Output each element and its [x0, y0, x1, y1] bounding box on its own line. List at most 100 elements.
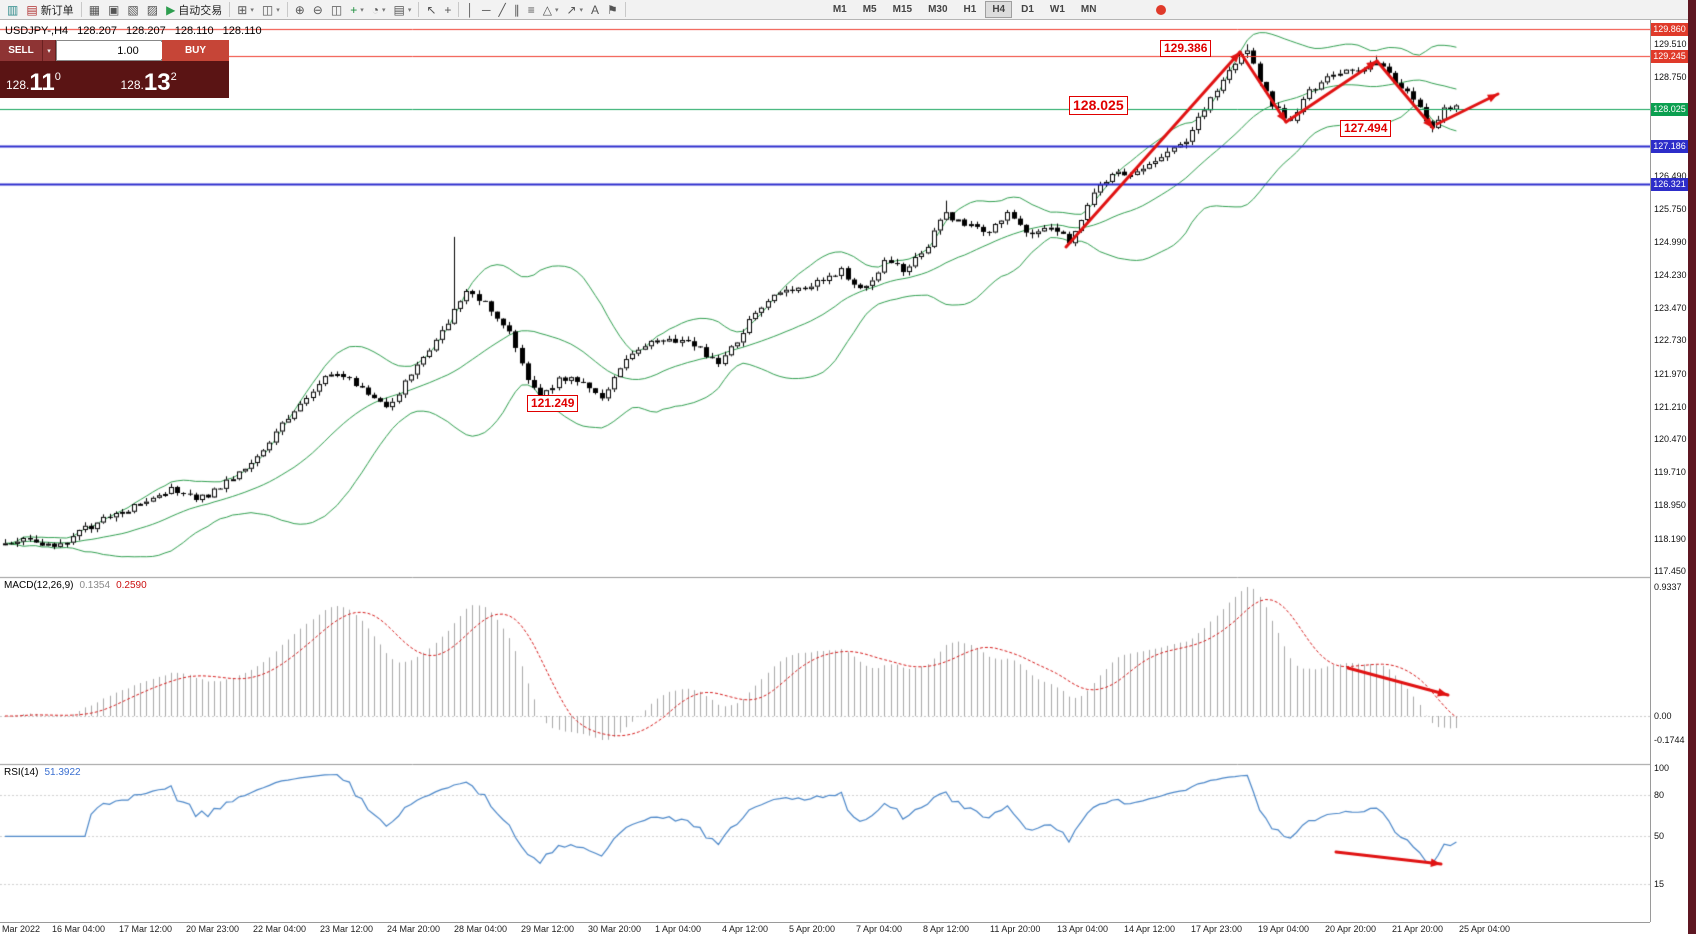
horizontal-line-icon[interactable]: ─: [478, 1, 495, 19]
templates-icon: ▤: [393, 2, 405, 17]
price-axis-tick: 129.510: [1654, 39, 1687, 50]
buy-button[interactable]: BUY: [162, 40, 229, 61]
symbol-chart-icon[interactable]: ▥: [3, 1, 22, 19]
zoom-in-icon[interactable]: ⊕: [291, 1, 309, 19]
toolbar-separator: [418, 2, 420, 17]
horizontal-line-icon: ─: [481, 2, 491, 17]
order-type-dropdown[interactable]: ▾: [43, 40, 56, 61]
time-axis-label: 20 Mar 23:00: [186, 924, 240, 934]
zoom-out-icon[interactable]: ⊖: [309, 1, 327, 19]
bid-pips: 11: [29, 69, 55, 96]
profiles-icon[interactable]: ◫ ▾: [258, 1, 284, 19]
price-axis-tick: 118.950: [1654, 500, 1686, 511]
price-annotation[interactable]: 121.249: [527, 395, 579, 412]
trendline-icon: ╱: [498, 2, 506, 17]
chevron-down-icon: ▾: [360, 6, 364, 14]
ask-price[interactable]: 128. 13 2: [115, 61, 230, 98]
price-axis-tick: 126.490: [1654, 171, 1687, 182]
shapes-icon[interactable]: △ ▾: [539, 1, 563, 19]
timeframe-m5[interactable]: M5: [862, 4, 877, 15]
volume-field: ▲▼: [56, 40, 205, 61]
price-level-label: 126.321: [1651, 177, 1688, 191]
toolbar-separator: [80, 2, 82, 17]
price-axis[interactable]: 129.510 128.750 126.490 125.750 124.990 124.2…: [1650, 20, 1688, 922]
price-annotation[interactable]: 127.494: [1340, 120, 1392, 137]
terminal-icon[interactable]: ▨: [143, 1, 162, 19]
add-indicator-icon: +: [350, 2, 358, 17]
label-icon: ⚑: [607, 2, 618, 17]
rsi-axis-tick: 15: [1654, 879, 1665, 890]
time-axis-label: 22 Mar 04:00: [253, 924, 307, 934]
time-axis-label: 16 Mar 04:00: [52, 924, 106, 934]
templates-icon[interactable]: ▤ ▾: [390, 1, 416, 19]
timeframe-m1[interactable]: M1: [832, 4, 847, 15]
add-indicator-icon[interactable]: + ▾: [346, 1, 368, 19]
vertical-line-icon[interactable]: │: [462, 1, 478, 19]
time-axis-label: 13 Apr 04:00: [1057, 924, 1109, 934]
tile-windows-icon: ◫: [330, 2, 343, 17]
rsi-axis-tick: 100: [1654, 763, 1670, 773]
trendline-icon[interactable]: ╱: [494, 1, 509, 19]
cursor-icon[interactable]: ↖: [422, 1, 440, 19]
timeframe-h4[interactable]: H4: [985, 1, 1013, 18]
ask-pips: 13: [143, 69, 171, 96]
price-axis-tick: 119.710: [1654, 467, 1686, 478]
timeframe-h1[interactable]: H1: [963, 4, 977, 15]
zoom-in-icon: ⊕: [294, 2, 305, 17]
chevron-down-icon: ▾: [276, 6, 280, 14]
timeframe-mn[interactable]: MN: [1080, 4, 1097, 15]
crosshair-icon[interactable]: +: [440, 1, 455, 19]
arrows-icon[interactable]: ↗ ▾: [562, 1, 587, 19]
label-icon[interactable]: ⚑: [603, 1, 622, 19]
chevron-down-icon: ▾: [579, 6, 584, 14]
macd-axis-tick: 0.00: [1654, 711, 1672, 721]
time-axis-label: 7 Apr 04:00: [856, 924, 903, 934]
time-axis-label: 11 Apr 20:00: [990, 924, 1041, 934]
timeframe-d1[interactable]: D1: [1021, 4, 1034, 15]
periods-clock-icon: ◔: [371, 2, 379, 17]
new-order-button[interactable]: ▤ 新订单: [22, 1, 77, 19]
macd-indicator-label: MACD(12,26,9) 0.1354 0.2590: [4, 580, 147, 591]
time-axis-label: 30 Mar 20:00: [588, 924, 642, 934]
time-axis-label: 28 Mar 04:00: [454, 924, 508, 934]
macd-name: MACD(12,26,9): [4, 580, 74, 591]
bid-point: 0: [54, 71, 61, 83]
new-chart-icon[interactable]: ⊞ ▾: [233, 1, 258, 19]
autotrading-button[interactable]: ▶ 自动交易: [162, 1, 226, 19]
macd-main-value: 0.1354: [79, 580, 111, 591]
text-icon[interactable]: A: [587, 1, 603, 19]
time-axis[interactable]: Mar 2022 16 Mar 04:00 17 Mar 12:00 20 Mar 2…: [0, 922, 1650, 934]
sell-button[interactable]: SELL: [0, 40, 43, 61]
rsi-value: 51.3922: [44, 767, 81, 778]
toolbar-separator: [624, 2, 626, 17]
market-watch-icon[interactable]: ▦: [85, 1, 104, 19]
navigator-icon: ▧: [127, 2, 139, 17]
price-level-label: 129.245: [1651, 49, 1688, 63]
price-annotation[interactable]: 129.386: [1160, 40, 1212, 57]
price-annotation[interactable]: 128.025: [1069, 96, 1128, 115]
periods-clock-icon[interactable]: ◔ ▾: [368, 1, 390, 19]
macd-signal-value: 0.2590: [116, 580, 147, 591]
chevron-down-icon: ▾: [381, 6, 386, 14]
price-axis-tick: 124.230: [1654, 269, 1687, 280]
timeframe-m30[interactable]: M30: [928, 4, 948, 15]
ohlc-low: 128.110: [174, 25, 214, 37]
fibonacci-icon[interactable]: ≡: [524, 1, 539, 19]
data-window-icon[interactable]: ▣: [104, 1, 123, 19]
text-icon: A: [591, 2, 600, 17]
timeframe-m15[interactable]: M15: [892, 4, 913, 15]
order-panel-controls: SELL ▾ ▲▼ BUY: [0, 40, 229, 61]
crosshair-icon: +: [444, 2, 452, 17]
bid-price[interactable]: 128. 11 0: [0, 61, 115, 98]
tile-windows-icon[interactable]: ◫: [327, 1, 346, 19]
price-level-label: 129.860: [1651, 23, 1688, 36]
symbol-chart-icon: ▥: [7, 2, 19, 17]
timeframe-w1[interactable]: W1: [1049, 4, 1065, 15]
alert-dot-icon[interactable]: [1156, 4, 1167, 15]
price-axis-tick: 118.190: [1654, 533, 1686, 544]
price-axis-tick: 122.730: [1654, 335, 1687, 346]
rsi-name: RSI(14): [4, 767, 39, 778]
channel-icon[interactable]: ∥: [510, 1, 524, 19]
navigator-icon[interactable]: ▧: [123, 1, 142, 19]
